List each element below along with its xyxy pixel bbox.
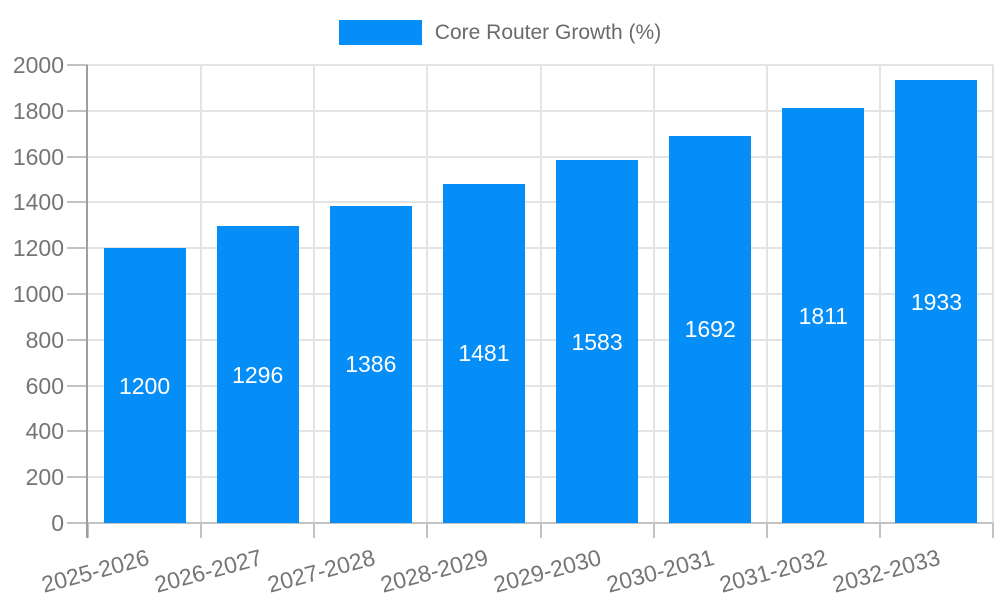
y-tick-label: 1200 bbox=[12, 235, 64, 262]
bar-value-label: 1481 bbox=[458, 340, 510, 367]
y-tick-label: 400 bbox=[25, 418, 64, 445]
x-gridline bbox=[652, 65, 655, 523]
y-axis-tick bbox=[67, 384, 88, 387]
x-tick-label: 2032-2033 bbox=[830, 544, 944, 598]
bar[interactable]: 1692 bbox=[669, 135, 752, 523]
y-tick-label: 200 bbox=[25, 464, 64, 491]
bar[interactable]: 1583 bbox=[556, 160, 639, 523]
legend-label: Core Router Growth (%) bbox=[434, 21, 662, 44]
x-axis-tick bbox=[992, 523, 994, 538]
x-axis-tick bbox=[539, 523, 542, 538]
x-gridline bbox=[313, 65, 316, 523]
bar-value-label: 1296 bbox=[232, 361, 284, 388]
x-tick-label: 2028-2029 bbox=[377, 544, 491, 598]
x-tick-label: 2026-2027 bbox=[151, 544, 265, 598]
y-axis-tick bbox=[67, 201, 88, 204]
y-tick-label: 1800 bbox=[12, 97, 64, 124]
y-tick-label: 1400 bbox=[12, 189, 64, 216]
y-tick-label: 1000 bbox=[12, 281, 64, 307]
bar[interactable]: 1386 bbox=[329, 205, 412, 523]
y-axis-tick bbox=[67, 293, 88, 295]
bar-value-label: 1583 bbox=[571, 328, 623, 355]
x-axis-tick bbox=[878, 523, 881, 538]
x-gridline bbox=[878, 65, 881, 523]
bar[interactable]: 1933 bbox=[895, 80, 978, 523]
y-axis-tick bbox=[67, 109, 88, 112]
x-tick-label: 2027-2028 bbox=[264, 544, 378, 598]
x-gridline bbox=[539, 65, 542, 523]
y-axis-tick bbox=[67, 247, 88, 250]
y-axis-tick bbox=[67, 476, 88, 479]
y-tick-label: 2000 bbox=[12, 52, 64, 78]
legend-item[interactable]: Core Router Growth (%) bbox=[338, 20, 662, 45]
x-tick-label: 2031-2032 bbox=[717, 544, 831, 598]
y-tick-label: 800 bbox=[25, 326, 64, 353]
x-tick-label: 2030-2031 bbox=[603, 544, 717, 598]
x-axis-tick bbox=[200, 523, 203, 538]
x-axis-tick bbox=[426, 523, 429, 538]
y-axis-tick bbox=[67, 64, 88, 66]
y-tick-label: 0 bbox=[51, 510, 64, 536]
y-axis-line bbox=[86, 65, 88, 538]
bar[interactable]: 1811 bbox=[782, 108, 865, 523]
bar[interactable]: 1481 bbox=[442, 183, 525, 523]
x-axis-tick bbox=[765, 523, 768, 538]
x-gridline bbox=[992, 65, 994, 523]
x-axis-tick bbox=[652, 523, 655, 538]
x-gridline bbox=[765, 65, 768, 523]
x-axis-line bbox=[88, 522, 993, 524]
x-gridline bbox=[200, 65, 203, 523]
y-axis-tick bbox=[67, 522, 88, 524]
x-axis-tick bbox=[87, 523, 89, 538]
x-gridline bbox=[426, 65, 429, 523]
y-axis-tick bbox=[67, 338, 88, 341]
y-axis-tick bbox=[67, 430, 88, 433]
bar-value-label: 1933 bbox=[910, 288, 963, 315]
y-tick-label: 600 bbox=[25, 372, 64, 399]
y-tick-label: 1600 bbox=[12, 143, 64, 170]
legend-swatch bbox=[338, 20, 422, 45]
bar-value-label: 1386 bbox=[345, 351, 397, 378]
bar-value-label: 1692 bbox=[684, 316, 736, 343]
x-tick-label: 2025-2026 bbox=[38, 544, 152, 598]
bar[interactable]: 1200 bbox=[103, 248, 186, 523]
x-tick-label: 2029-2030 bbox=[490, 544, 604, 598]
x-axis-tick bbox=[313, 523, 316, 538]
bar[interactable]: 1296 bbox=[216, 226, 299, 523]
chart-legend: Core Router Growth (%) bbox=[0, 20, 1000, 45]
bar-value-label: 1200 bbox=[118, 372, 171, 399]
bar-value-label: 1811 bbox=[798, 302, 849, 329]
y-axis-tick bbox=[67, 155, 88, 158]
